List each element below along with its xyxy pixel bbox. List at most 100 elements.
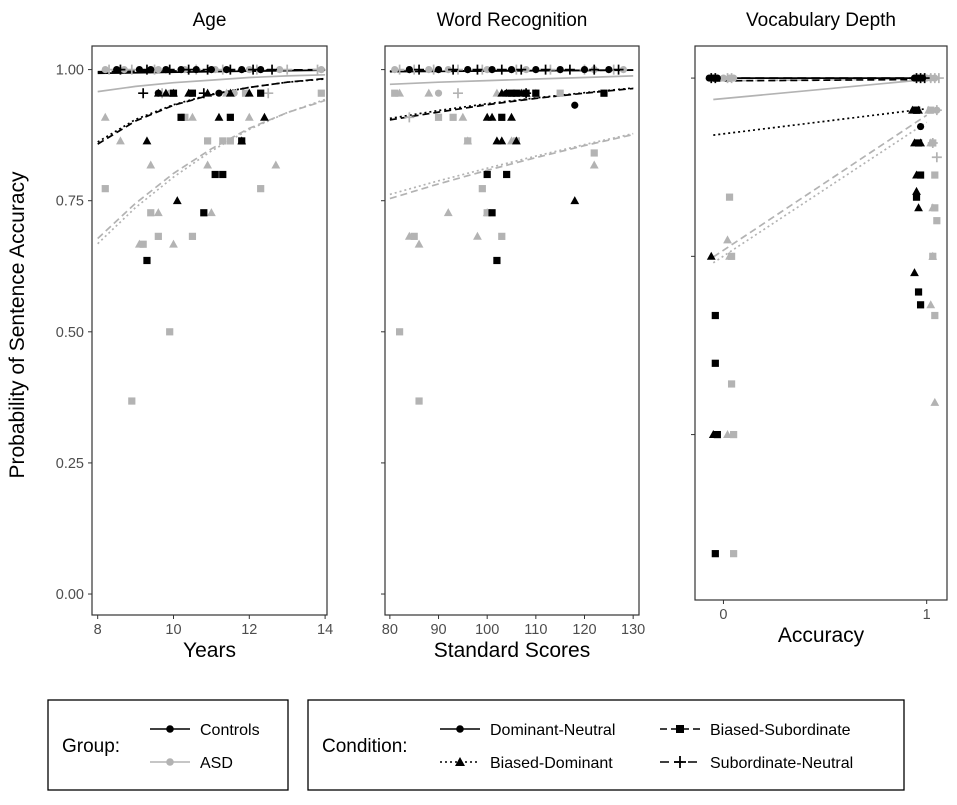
point-controls-biased-subordinate <box>532 89 540 97</box>
panel-title-word-recognition: Word Recognition <box>437 10 588 31</box>
legend-condition-box <box>307 699 905 791</box>
point-asd-biased-dominant <box>100 112 110 121</box>
point-asd-biased-dominant <box>188 112 197 121</box>
point-controls-subordinate-neutral <box>710 73 721 84</box>
point-asd-biased-subordinate <box>188 232 197 240</box>
point-asd-biased-dominant <box>443 208 453 217</box>
point-asd-biased-subordinate <box>241 89 250 97</box>
fit-line-asd-biased-subordinate <box>389 133 634 200</box>
point-controls-subordinate-neutral <box>138 88 149 99</box>
legend-condition-title: Condition: <box>322 736 408 757</box>
point-controls-subordinate-neutral <box>540 64 551 75</box>
point-asd-biased-subordinate <box>204 137 212 145</box>
point-controls-biased-subordinate <box>711 359 719 367</box>
point-asd-dominant-neutral <box>434 89 443 97</box>
point-controls-biased-subordinate <box>713 430 721 439</box>
point-controls-biased-dominant <box>244 88 254 97</box>
legend-label-biased-subordinate: Biased-Subordinate <box>710 722 851 739</box>
panel-title-age: Age <box>193 10 227 31</box>
point-asd-subordinate-neutral <box>312 64 323 75</box>
legend-label-biased-dominant: Biased-Dominant <box>490 755 613 772</box>
fit-line-asd-biased-subordinate <box>712 114 928 258</box>
x-axis-title-age: Years <box>183 639 236 662</box>
point-asd-biased-subordinate <box>391 89 399 97</box>
point-asd-biased-subordinate <box>147 209 155 217</box>
legend-key-biased-dominant <box>440 757 480 766</box>
point-controls-subordinate-neutral <box>516 64 527 75</box>
point-controls-dominant-neutral <box>507 65 516 74</box>
point-controls-biased-dominant <box>153 88 163 97</box>
point-controls-dominant-neutral <box>488 65 496 74</box>
y-tick-label: 1.00 <box>56 63 84 79</box>
fit-line-asd-dominant-neutral <box>97 73 326 93</box>
point-controls-dominant-neutral <box>464 65 472 74</box>
legend-label-subordinate-neutral: Subordinate-Neutral <box>710 755 853 772</box>
point-controls-dominant-neutral <box>532 65 540 74</box>
point-asd-subordinate-neutral <box>404 112 415 123</box>
fit-line-controls-biased-dominant <box>713 107 927 136</box>
point-asd-subordinate-neutral <box>104 64 115 75</box>
point-asd-biased-dominant <box>424 88 434 97</box>
panel-background <box>92 46 327 615</box>
point-controls-biased-subordinate <box>238 137 246 145</box>
point-asd-biased-subordinate <box>590 149 598 157</box>
panel-title-vocabulary-depth: Vocabulary Depth <box>746 10 896 31</box>
point-asd-biased-dominant <box>206 208 216 217</box>
fit-line-asd-biased-dominant <box>389 132 634 196</box>
fit-line-asd-biased-subordinate <box>97 99 326 240</box>
point-controls-dominant-neutral <box>571 101 579 109</box>
point-controls-biased-subordinate <box>177 113 185 121</box>
point-controls-dominant-neutral <box>916 122 925 131</box>
y-tick-label: 0.25 <box>56 456 84 472</box>
point-controls-biased-dominant <box>914 203 923 212</box>
point-asd-biased-subordinate <box>257 185 265 193</box>
x-axis-title-word-recognition: Standard Scores <box>434 639 590 662</box>
point-controls-subordinate-neutral <box>496 64 507 75</box>
point-controls-biased-subordinate <box>257 89 265 97</box>
point-asd-subordinate-neutral <box>126 64 137 75</box>
fit-line-controls-biased-dominant <box>389 87 634 120</box>
point-asd-biased-subordinate <box>219 137 227 145</box>
point-controls-subordinate-neutral <box>414 64 425 75</box>
point-asd-biased-subordinate <box>728 639 735 646</box>
point-asd-biased-subordinate <box>556 89 564 97</box>
point-controls-biased-subordinate <box>600 89 608 97</box>
point-controls-biased-dominant <box>260 112 269 121</box>
legend-key-controls <box>150 725 190 733</box>
point-controls-subordinate-neutral <box>919 73 930 84</box>
panel-age: Age 0.00 0.25 0.50 0.75 1.00 8 10 12 14 Years <box>56 10 333 662</box>
y-tick-label: 0.75 <box>56 194 84 210</box>
point-asd-biased-subordinate <box>725 193 734 201</box>
point-asd-subordinate-neutral <box>282 64 293 75</box>
fit-line-controls-biased-subordinate <box>389 87 634 121</box>
point-controls-dominant-neutral <box>257 65 265 74</box>
point-controls-subordinate-neutral <box>564 64 575 75</box>
panel-background <box>695 46 947 600</box>
point-controls-biased-subordinate <box>507 89 516 97</box>
x-tick-label: 130 <box>621 622 645 638</box>
point-controls-biased-subordinate <box>211 170 219 179</box>
point-controls-biased-dominant <box>570 196 580 205</box>
point-asd-biased-subordinate <box>478 185 486 193</box>
panel-border <box>384 45 640 616</box>
legend-label-controls: Controls <box>200 722 260 739</box>
x-tick-label: 120 <box>572 622 596 638</box>
x-tick-label: 0 <box>719 607 727 623</box>
point-asd-biased-subordinate <box>727 252 736 260</box>
point-controls-dominant-neutral <box>135 65 143 74</box>
x-tick-label: 1 <box>923 607 931 623</box>
point-asd-subordinate-neutral <box>726 73 737 84</box>
point-controls-dominant-neutral <box>556 65 564 74</box>
point-asd-biased-dominant <box>589 160 599 169</box>
point-controls-biased-dominant <box>203 88 213 97</box>
point-controls-subordinate-neutral <box>448 64 459 75</box>
point-controls-subordinate-neutral <box>613 64 624 75</box>
point-asd-biased-subordinate <box>449 113 457 121</box>
x-axis-title-vocabulary-depth: Accuracy <box>778 624 865 647</box>
fit-line-controls-biased-subordinate <box>97 77 326 145</box>
point-asd-biased-dominant <box>146 160 156 169</box>
point-asd-biased-subordinate <box>931 171 939 179</box>
x-tick-label: 80 <box>382 622 398 638</box>
legend-key-asd <box>150 758 190 766</box>
